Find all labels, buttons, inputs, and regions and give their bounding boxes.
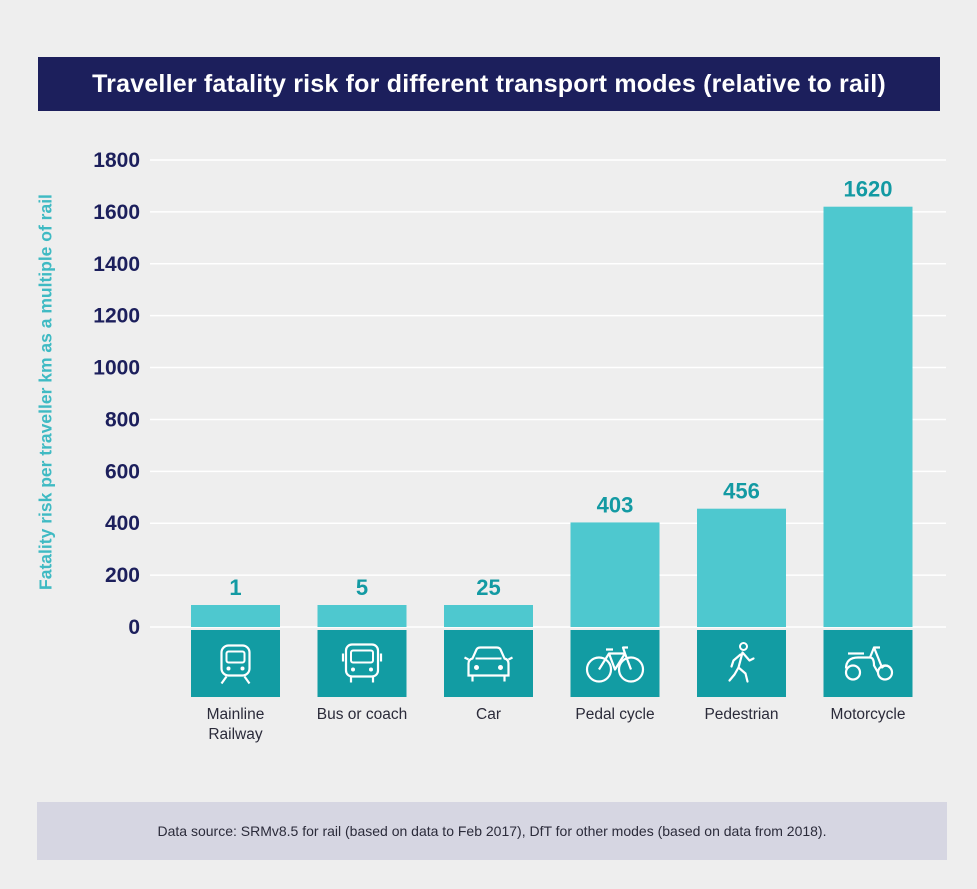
category-icon-tile (697, 630, 786, 697)
category-label: Car (476, 706, 501, 723)
motorcycle-icon (844, 646, 894, 681)
bar (317, 605, 407, 627)
bar (444, 605, 533, 627)
bar (823, 206, 913, 627)
pedestrian-icon (728, 642, 755, 683)
bus-icon (341, 643, 383, 683)
category-icon-tile (570, 630, 660, 697)
y-tick-label: 200 (105, 564, 140, 587)
value-label: 1 (229, 575, 241, 600)
value-label: 25 (476, 575, 500, 600)
value-label: 5 (356, 575, 368, 600)
y-tick-label: 1400 (93, 253, 140, 276)
category-label: Motorcycle (831, 706, 906, 723)
value-label: 1620 (844, 177, 893, 202)
data-source-text: Data source: SRMv8.5 for rail (based on … (157, 823, 827, 839)
value-label: 456 (723, 479, 760, 504)
category-label: Pedal cycle (575, 706, 654, 723)
chart-title: Traveller fatality risk for different tr… (38, 57, 940, 111)
y-tick-label: 0 (128, 616, 140, 639)
category-icon-tile (444, 630, 533, 697)
y-tick-label: 1200 (93, 305, 140, 328)
bar (191, 605, 280, 627)
y-axis-label: Fatality risk per traveller km as a mult… (35, 194, 56, 590)
y-tick-label: 1600 (93, 201, 140, 224)
category-label: Bus or coach (317, 706, 407, 723)
bar (570, 522, 660, 627)
value-label: 403 (597, 492, 634, 517)
train-icon (220, 644, 251, 685)
bar-chart: 0 200 400 600 800 1000 1200 1400 1600 1800 1 Mainli… (93, 149, 946, 743)
y-tick-label: 1000 (93, 357, 140, 380)
car-icon (464, 646, 513, 682)
y-tick-label: 400 (105, 512, 140, 535)
y-tick-label: 1800 (93, 149, 140, 172)
category-label: Pedestrian (704, 706, 778, 723)
data-source-note: Data source: SRMv8.5 for rail (based on … (37, 802, 947, 860)
category-icon-tile (823, 630, 913, 697)
bar (697, 508, 786, 627)
category-label: Mainline Railway (207, 706, 265, 743)
y-tick-label: 600 (105, 460, 140, 483)
y-tick-label: 800 (105, 408, 140, 431)
bicycle-icon (585, 646, 645, 683)
